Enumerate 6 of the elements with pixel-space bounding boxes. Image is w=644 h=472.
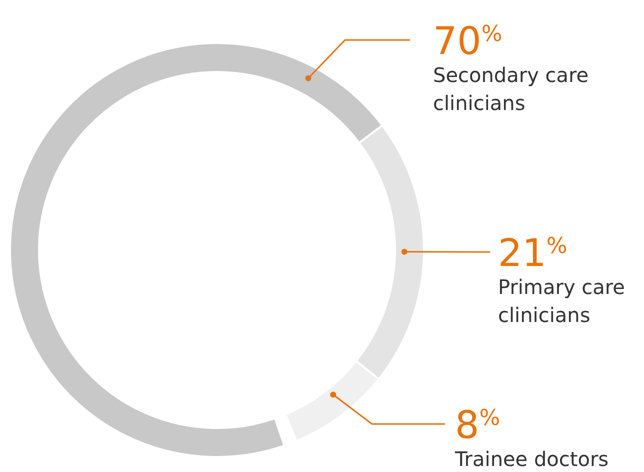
slice-label: Secondary care clinicians [433, 63, 589, 115]
data-label: 8$^{%}$ [455, 403, 500, 447]
slice-label: Trainee doctors [454, 447, 609, 471]
data-label: 70$^{%}$ [433, 19, 502, 63]
slice-label: Primary care clinicians [498, 275, 625, 327]
data-label: 21$^{%}$ [498, 231, 568, 275]
